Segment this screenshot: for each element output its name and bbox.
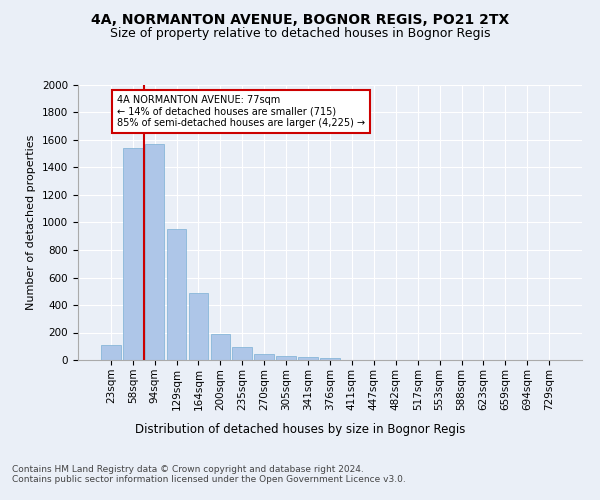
Text: 4A, NORMANTON AVENUE, BOGNOR REGIS, PO21 2TX: 4A, NORMANTON AVENUE, BOGNOR REGIS, PO21… xyxy=(91,12,509,26)
Text: 4A NORMANTON AVENUE: 77sqm
← 14% of detached houses are smaller (715)
85% of sem: 4A NORMANTON AVENUE: 77sqm ← 14% of deta… xyxy=(118,94,365,128)
Bar xyxy=(167,230,187,360)
Bar xyxy=(211,334,230,360)
Text: Distribution of detached houses by size in Bognor Regis: Distribution of detached houses by size … xyxy=(135,422,465,436)
Bar xyxy=(254,354,274,360)
Y-axis label: Number of detached properties: Number of detached properties xyxy=(26,135,37,310)
Text: Contains HM Land Registry data © Crown copyright and database right 2024.
Contai: Contains HM Land Registry data © Crown c… xyxy=(12,465,406,484)
Bar xyxy=(123,148,143,360)
Bar xyxy=(320,358,340,360)
Bar xyxy=(188,292,208,360)
Bar xyxy=(276,356,296,360)
Bar xyxy=(298,357,318,360)
Bar xyxy=(101,345,121,360)
Bar xyxy=(232,347,252,360)
Text: Size of property relative to detached houses in Bognor Regis: Size of property relative to detached ho… xyxy=(110,28,490,40)
Bar xyxy=(145,144,164,360)
